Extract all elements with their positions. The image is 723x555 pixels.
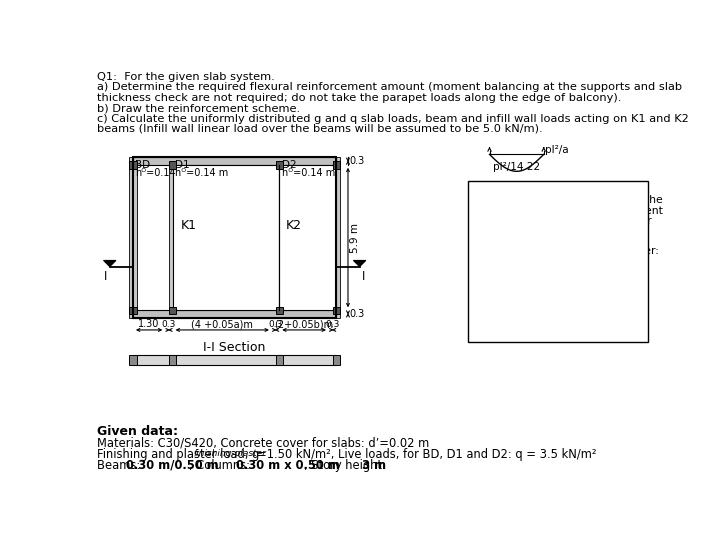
Text: If (4+0.05a) new data is:: If (4+0.05a) new data is: bbox=[472, 287, 608, 297]
Text: given data.: given data. bbox=[472, 226, 534, 236]
Text: 0.30 m x 0.50 m: 0.30 m x 0.50 m bbox=[236, 458, 340, 472]
Text: b) Draw the reinforcement scheme.: b) Draw the reinforcement scheme. bbox=[97, 103, 300, 113]
Text: hᴼ=0.14: hᴼ=0.14 bbox=[135, 168, 176, 178]
Text: BD: BD bbox=[135, 160, 150, 170]
Bar bbox=[169, 158, 176, 317]
Text: Finishing and plaster load, g: Finishing and plaster load, g bbox=[97, 448, 259, 461]
Text: 0.3: 0.3 bbox=[162, 320, 176, 329]
Text: Q1:  For the given slab system.: Q1: For the given slab system. bbox=[97, 72, 274, 82]
Text: 1.30: 1.30 bbox=[138, 319, 160, 329]
Bar bbox=[133, 355, 336, 365]
Bar bbox=[129, 355, 137, 365]
Text: I: I bbox=[362, 270, 365, 282]
Text: 5.9 m: 5.9 m bbox=[351, 223, 360, 253]
Text: 2+0.05b=2+0.05x0=2.0 m.: 2+0.05b=2+0.05x0=2.0 m. bbox=[472, 327, 626, 337]
Text: If (2+0.05b) the new data is:: If (2+0.05b) the new data is: bbox=[472, 317, 630, 327]
Text: hᴼ=0.14 m: hᴼ=0.14 m bbox=[175, 168, 228, 178]
Text: Materials: C30/S420, Concrete cover for slabs: d’=0.02 m: Materials: C30/S420, Concrete cover for … bbox=[97, 437, 429, 450]
Bar bbox=[333, 161, 340, 169]
Bar bbox=[275, 158, 283, 317]
Bar bbox=[169, 161, 176, 169]
Bar bbox=[173, 165, 279, 310]
Bar bbox=[129, 306, 137, 314]
Text: 0.3: 0.3 bbox=[268, 320, 283, 329]
Text: last three numbers of your student: last three numbers of your student bbox=[472, 205, 663, 215]
Bar bbox=[275, 161, 283, 169]
Polygon shape bbox=[354, 260, 366, 266]
Text: beams (Infill wall linear load over the beams will be assumed to be 5.0 kN/m).: beams (Infill wall linear load over the … bbox=[97, 124, 542, 134]
Bar bbox=[468, 180, 648, 342]
Text: 4+0.05x9=4+0.45=4.45m: 4+0.05x9=4+0.45=4.45m bbox=[472, 297, 619, 307]
Bar bbox=[279, 165, 336, 310]
Bar bbox=[129, 161, 137, 169]
Text: =1.50 kN/m², Live loads, for BD, D1 and D2: q = 3.5 kN/m²: =1.50 kN/m², Live loads, for BD, D1 and … bbox=[257, 448, 596, 461]
Text: hᴼ=0.14 m: hᴼ=0.14 m bbox=[282, 168, 335, 178]
Text: thickness check are not required; do not take the parapet loads along the edge o: thickness check are not required; do not… bbox=[97, 93, 621, 103]
Text: pl²/14.22: pl²/14.22 bbox=[493, 162, 541, 172]
Text: 0.3: 0.3 bbox=[349, 156, 365, 166]
Text: Given data:: Given data: bbox=[97, 426, 178, 438]
Text: I-I Section: I-I Section bbox=[203, 341, 266, 354]
Bar bbox=[133, 310, 336, 317]
Text: K2: K2 bbox=[286, 219, 301, 232]
Bar bbox=[133, 158, 336, 165]
Polygon shape bbox=[103, 260, 116, 266]
Text: I: I bbox=[104, 270, 108, 282]
Text: , Story height:: , Story height: bbox=[304, 458, 389, 472]
Bar bbox=[275, 306, 283, 314]
Bar bbox=[333, 306, 340, 314]
Bar bbox=[133, 158, 336, 317]
Text: number,  you will rearrange your: number, you will rearrange your bbox=[472, 216, 652, 226]
Text: a=9, b=0., c=8.: a=9, b=0., c=8. bbox=[472, 266, 561, 276]
Bar bbox=[275, 355, 283, 365]
Bar bbox=[169, 306, 176, 314]
Text: Example: If your Student Number:: Example: If your Student Number: bbox=[472, 246, 659, 256]
Bar bbox=[333, 355, 340, 365]
Bar bbox=[169, 355, 176, 365]
Text: Attention Please: Attention Please bbox=[472, 185, 574, 195]
Text: a) Determine the required flexural reinforcement amount (moment balancing at the: a) Determine the required flexural reinf… bbox=[97, 82, 682, 92]
Text: 3 m: 3 m bbox=[362, 458, 386, 472]
Text: c) Calculate the uniformly distributed g and q slab loads, beam and infill wall : c) Calculate the uniformly distributed g… bbox=[97, 114, 688, 124]
Text: (4 +0.05a)m: (4 +0.05a)m bbox=[192, 319, 253, 329]
Text: 0.3: 0.3 bbox=[349, 309, 365, 319]
Text: (2+0.05b)m: (2+0.05b)m bbox=[275, 319, 334, 329]
Text: 0.30 m/0.50 m: 0.30 m/0.50 m bbox=[126, 458, 219, 472]
Text: finishing-plaster: finishing-plaster bbox=[194, 450, 266, 458]
Text: 0.3: 0.3 bbox=[325, 320, 340, 329]
Text: Beams:: Beams: bbox=[97, 458, 143, 472]
Text: D1: D1 bbox=[175, 160, 189, 170]
Text: In your questions, according to the: In your questions, according to the bbox=[472, 195, 663, 205]
Text: 170......908: 170......908 bbox=[472, 256, 534, 266]
Bar bbox=[129, 158, 137, 317]
Text: K1: K1 bbox=[181, 219, 197, 232]
Text: pl²/a: pl²/a bbox=[545, 145, 569, 155]
Text: D2: D2 bbox=[282, 160, 296, 170]
Bar bbox=[333, 158, 340, 317]
Text: , Columns:: , Columns: bbox=[189, 458, 254, 472]
